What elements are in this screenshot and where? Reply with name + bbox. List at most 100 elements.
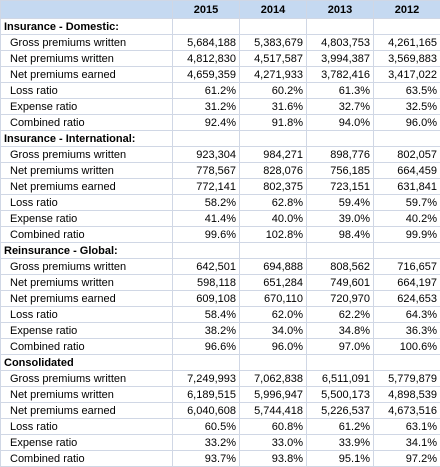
row-label: Loss ratio: [0, 418, 173, 435]
table-body: Insurance - Domestic: Gross premiums writ…: [0, 18, 440, 467]
data-row: Net premiums earned 6,040,608 5,744,418 5,2…: [0, 402, 440, 419]
value-cell: 39.0%: [306, 210, 374, 227]
value-cell: 802,057: [373, 146, 440, 163]
value-cell: 3,569,883: [373, 50, 440, 67]
value-cell: 93.7%: [172, 450, 240, 467]
row-label: Net premiums earned: [0, 66, 173, 83]
value-cell: 96.6%: [172, 338, 240, 355]
empty-cell: [239, 130, 307, 147]
data-row: Net premiums earned 609,108 670,110 720,970…: [0, 290, 440, 307]
value-cell: 96.0%: [373, 114, 440, 131]
value-cell: 808,562: [306, 258, 374, 275]
section-row: Insurance - International:: [0, 130, 440, 147]
data-row: Gross premiums written 923,304 984,271 898,…: [0, 146, 440, 163]
section-title: Insurance - Domestic:: [0, 18, 173, 35]
row-label: Gross premiums written: [0, 146, 173, 163]
value-cell: 651,284: [239, 274, 307, 291]
value-cell: 642,501: [172, 258, 240, 275]
section-title: Insurance - International:: [0, 130, 173, 147]
value-cell: 34.0%: [239, 322, 307, 339]
value-cell: 778,567: [172, 162, 240, 179]
value-cell: 33.0%: [239, 434, 307, 451]
value-cell: 772,141: [172, 178, 240, 195]
section-row: Reinsurance - Global:: [0, 242, 440, 259]
empty-cell: [306, 18, 374, 35]
value-cell: 61.3%: [306, 82, 374, 99]
row-label: Loss ratio: [0, 194, 173, 211]
value-cell: 598,118: [172, 274, 240, 291]
year-header: 2012: [373, 0, 440, 19]
row-label: Expense ratio: [0, 434, 173, 451]
row-label: Net premiums earned: [0, 178, 173, 195]
data-row: Loss ratio 58.4% 62.0% 62.2% 64.3%: [0, 306, 440, 323]
value-cell: 756,185: [306, 162, 374, 179]
value-cell: 5,500,173: [306, 386, 374, 403]
value-cell: 62.8%: [239, 194, 307, 211]
empty-cell: [172, 18, 240, 35]
value-cell: 34.1%: [373, 434, 440, 451]
value-cell: 631,841: [373, 178, 440, 195]
row-label: Gross premiums written: [0, 258, 173, 275]
value-cell: 7,249,993: [172, 370, 240, 387]
empty-cell: [373, 242, 440, 259]
value-cell: 63.5%: [373, 82, 440, 99]
row-label: Expense ratio: [0, 98, 173, 115]
data-row: Expense ratio 38.2% 34.0% 34.8% 36.3%: [0, 322, 440, 339]
value-cell: 97.2%: [373, 450, 440, 467]
year-header: 2014: [239, 0, 307, 19]
empty-cell: [239, 242, 307, 259]
value-cell: 58.4%: [172, 306, 240, 323]
value-cell: 5,383,679: [239, 34, 307, 51]
value-cell: 3,994,387: [306, 50, 374, 67]
value-cell: 664,197: [373, 274, 440, 291]
data-row: Expense ratio 33.2% 33.0% 33.9% 34.1%: [0, 434, 440, 451]
value-cell: 6,189,515: [172, 386, 240, 403]
data-row: Gross premiums written 7,249,993 7,062,838…: [0, 370, 440, 387]
value-cell: 31.2%: [172, 98, 240, 115]
row-label: Expense ratio: [0, 322, 173, 339]
value-cell: 102.8%: [239, 226, 307, 243]
data-row: Net premiums earned 4,659,359 4,271,933 3,7…: [0, 66, 440, 83]
empty-cell: [373, 18, 440, 35]
row-label: Net premiums written: [0, 386, 173, 403]
value-cell: 62.0%: [239, 306, 307, 323]
value-cell: 31.6%: [239, 98, 307, 115]
value-cell: 749,601: [306, 274, 374, 291]
empty-cell: [306, 354, 374, 371]
value-cell: 5,226,537: [306, 402, 374, 419]
value-cell: 828,076: [239, 162, 307, 179]
value-cell: 3,417,022: [373, 66, 440, 83]
value-cell: 3,782,416: [306, 66, 374, 83]
value-cell: 99.9%: [373, 226, 440, 243]
empty-cell: [306, 242, 374, 259]
value-cell: 41.4%: [172, 210, 240, 227]
value-cell: 4,659,359: [172, 66, 240, 83]
value-cell: 670,110: [239, 290, 307, 307]
value-cell: 716,657: [373, 258, 440, 275]
data-row: Net premiums earned 772,141 802,375 723,151…: [0, 178, 440, 195]
value-cell: 898,776: [306, 146, 374, 163]
value-cell: 5,744,418: [239, 402, 307, 419]
value-cell: 4,271,933: [239, 66, 307, 83]
value-cell: 33.2%: [172, 434, 240, 451]
empty-cell: [172, 354, 240, 371]
row-label: Combined ratio: [0, 338, 173, 355]
value-cell: 91.8%: [239, 114, 307, 131]
value-cell: 60.8%: [239, 418, 307, 435]
empty-cell: [239, 354, 307, 371]
data-row: Combined ratio 92.4% 91.8% 94.0% 96.0%: [0, 114, 440, 131]
year-header: 2013: [306, 0, 374, 19]
value-cell: 624,653: [373, 290, 440, 307]
data-row: Net premiums written 778,567 828,076 756,18…: [0, 162, 440, 179]
value-cell: 5,779,879: [373, 370, 440, 387]
value-cell: 34.8%: [306, 322, 374, 339]
value-cell: 984,271: [239, 146, 307, 163]
data-row: Combined ratio 93.7% 93.8% 95.1% 97.2%: [0, 450, 440, 467]
value-cell: 36.3%: [373, 322, 440, 339]
value-cell: 59.7%: [373, 194, 440, 211]
value-cell: 100.6%: [373, 338, 440, 355]
value-cell: 40.2%: [373, 210, 440, 227]
row-label: Gross premiums written: [0, 370, 173, 387]
data-row: Net premiums written 6,189,515 5,996,947 5,…: [0, 386, 440, 403]
header-row: 2015 2014 2013 2012: [0, 0, 440, 19]
